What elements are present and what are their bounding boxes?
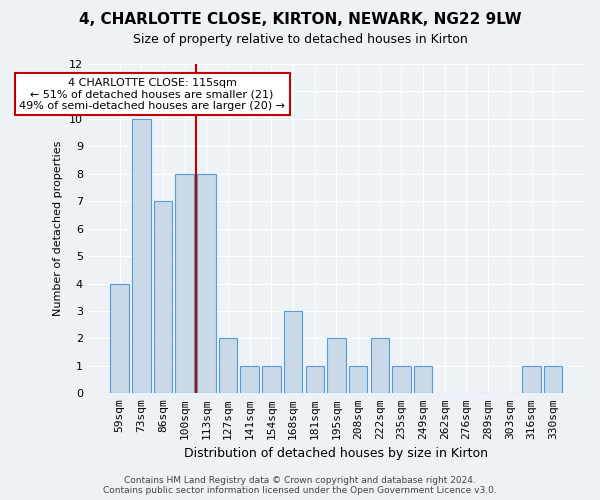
Bar — [305, 366, 324, 394]
Bar — [371, 338, 389, 394]
Bar — [197, 174, 215, 394]
Text: 4 CHARLOTTE CLOSE: 115sqm
← 51% of detached houses are smaller (21)
49% of semi-: 4 CHARLOTTE CLOSE: 115sqm ← 51% of detac… — [19, 78, 285, 111]
Bar — [132, 119, 151, 394]
Bar — [262, 366, 281, 394]
Text: Contains HM Land Registry data © Crown copyright and database right 2024.
Contai: Contains HM Land Registry data © Crown c… — [103, 476, 497, 495]
Text: 4, CHARLOTTE CLOSE, KIRTON, NEWARK, NG22 9LW: 4, CHARLOTTE CLOSE, KIRTON, NEWARK, NG22… — [79, 12, 521, 28]
Bar — [241, 366, 259, 394]
X-axis label: Distribution of detached houses by size in Kirton: Distribution of detached houses by size … — [184, 447, 488, 460]
Bar — [175, 174, 194, 394]
Bar — [284, 311, 302, 394]
Bar — [154, 201, 172, 394]
Bar — [110, 284, 129, 394]
Bar — [392, 366, 410, 394]
Bar — [522, 366, 541, 394]
Bar — [414, 366, 433, 394]
Text: Size of property relative to detached houses in Kirton: Size of property relative to detached ho… — [133, 32, 467, 46]
Bar — [327, 338, 346, 394]
Y-axis label: Number of detached properties: Number of detached properties — [53, 141, 63, 316]
Bar — [219, 338, 237, 394]
Bar — [349, 366, 367, 394]
Bar — [544, 366, 562, 394]
